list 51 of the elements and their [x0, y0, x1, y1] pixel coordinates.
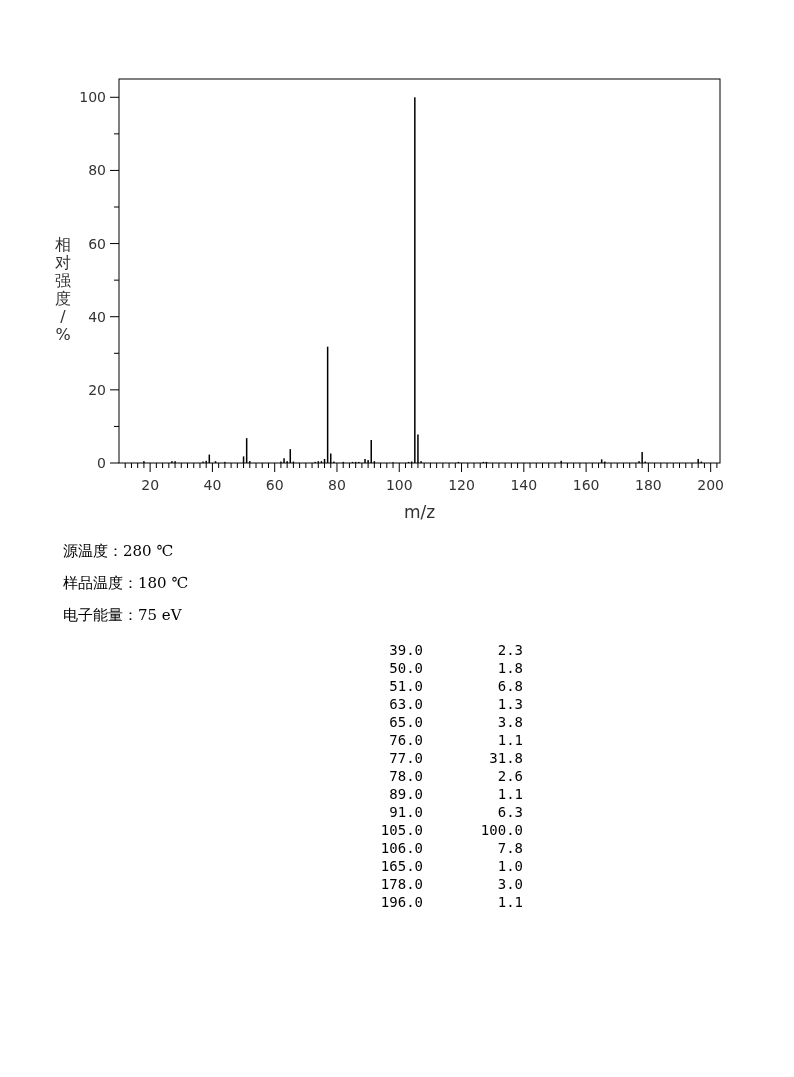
x-tick-label: 200 — [697, 477, 725, 493]
x-axis-title: m/z — [403, 502, 436, 522]
text: 1.0 — [497, 858, 523, 874]
text: 89.0 — [389, 786, 423, 802]
x-tick-label: 40 — [203, 477, 222, 493]
text: 3.8 — [497, 714, 523, 730]
text: 91.0 — [389, 804, 423, 820]
y-tick-label: 60 — [88, 235, 106, 252]
text: 1.1 — [497, 786, 523, 802]
text: 1.8 — [497, 660, 523, 676]
text: 3.0 — [497, 876, 523, 892]
x-tick-label: 160 — [572, 477, 600, 493]
text: 50.0 — [389, 660, 423, 676]
text: 2.3 — [497, 642, 523, 658]
text: 105.0 — [380, 822, 423, 838]
text: 2.6 — [497, 768, 523, 784]
y-axis-title: 相对强度/% — [55, 235, 71, 344]
text: 6.3 — [497, 804, 523, 820]
text: 51.0 — [389, 678, 423, 694]
text: 100.0 — [480, 822, 523, 838]
text: 178.0 — [380, 876, 423, 892]
x-tick-label: 80 — [328, 477, 346, 493]
text: 7.8 — [497, 840, 523, 856]
x-tick-label: 180 — [635, 477, 662, 493]
x-tick-label: 20 — [141, 477, 160, 493]
text: 196.0 — [380, 894, 423, 910]
text: 源温度：280 ℃ — [63, 542, 174, 560]
text: 1.3 — [497, 696, 523, 712]
text: 6.8 — [497, 678, 523, 694]
y-tick-label: 20 — [88, 381, 106, 398]
text: 样品温度：180 ℃ — [63, 574, 189, 592]
text: 电子能量：75 eV — [63, 606, 183, 624]
y-tick-label: 80 — [88, 162, 106, 179]
text: 65.0 — [389, 714, 423, 730]
x-tick-label: 60 — [265, 477, 284, 493]
y-tick-label: 100 — [79, 89, 106, 106]
x-tick-label: 140 — [510, 477, 538, 493]
text: 39.0 — [389, 642, 423, 658]
text: 78.0 — [389, 768, 423, 784]
y-tick-label: 0 — [97, 455, 106, 471]
text: 1.1 — [497, 894, 523, 910]
text: 63.0 — [389, 696, 423, 712]
text: 106.0 — [380, 840, 423, 856]
x-tick-label: 120 — [448, 477, 475, 493]
text: 77.0 — [389, 750, 423, 766]
text: 76.0 — [389, 732, 423, 748]
text: 165.0 — [380, 858, 423, 874]
x-tick-label: 100 — [385, 477, 413, 493]
text: 31.8 — [489, 750, 523, 766]
text: 1.1 — [497, 732, 523, 748]
y-tick-label: 40 — [88, 308, 106, 325]
